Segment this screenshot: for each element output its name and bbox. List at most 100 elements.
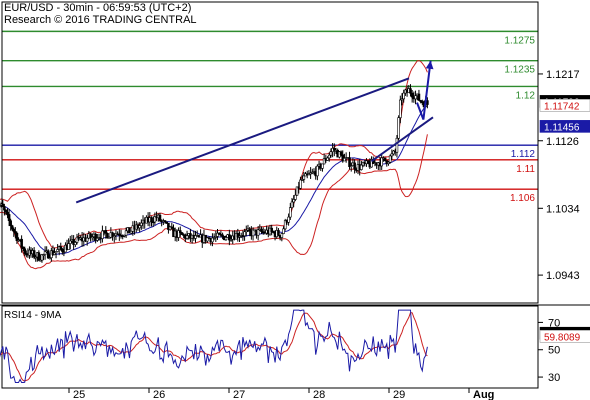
candle-body	[333, 147, 336, 151]
candle-body	[251, 229, 255, 237]
candle-body	[348, 157, 351, 167]
time-tick-label: Aug	[473, 389, 494, 400]
candle-body	[180, 232, 184, 235]
candle-body	[326, 157, 329, 161]
candle-body	[59, 246, 63, 250]
candle-body	[4, 209, 8, 213]
chart-copyright: Research © 2016 TRADING CENTRAL	[4, 14, 197, 26]
candle-body	[101, 230, 104, 239]
chart-title: EUR/USD - 30min - 06:59:53 (UTC+2)	[4, 2, 192, 14]
candle-body	[277, 230, 280, 236]
level-label: 1.106	[510, 193, 535, 204]
candle-body	[217, 232, 221, 235]
moving-average	[0, 103, 428, 256]
candle-body	[383, 157, 387, 162]
projection-arrow	[416, 60, 434, 120]
channel-upper-line	[75, 77, 410, 204]
candle-body	[414, 95, 417, 100]
candle-body	[85, 237, 89, 242]
candle-body	[283, 220, 287, 230]
candle-body	[236, 233, 240, 238]
candle-body	[20, 238, 23, 248]
candle-body	[321, 163, 324, 169]
candle-body	[106, 233, 109, 239]
candle-body	[206, 237, 209, 242]
candle-body	[248, 228, 251, 232]
level-label: 1.112	[511, 149, 536, 160]
candle-body	[299, 179, 302, 189]
time-tick-label: 26	[153, 389, 165, 400]
candle-body	[74, 242, 77, 245]
candle-body	[397, 117, 400, 139]
candle-body	[366, 160, 370, 164]
candle-body	[150, 217, 153, 223]
channel-lower-line	[370, 116, 434, 163]
bollinger-upper	[0, 60, 428, 249]
candle-body	[302, 175, 306, 180]
time-tick-label: 28	[313, 389, 325, 400]
candle-body	[244, 230, 248, 233]
candle-body	[43, 251, 47, 255]
candle-body	[7, 214, 11, 222]
rsi-tick-label: 50	[548, 345, 560, 357]
candle-body	[140, 222, 143, 226]
candle-body	[228, 234, 231, 241]
candle-body	[216, 232, 219, 237]
candle-body	[339, 151, 343, 156]
candle-body	[163, 220, 167, 223]
price-badge-label: 1.11456	[544, 122, 580, 133]
horizontal-levels: 1.1275 1.1235 1.12 1.112 1.11 1.106	[2, 30, 538, 204]
candle-body	[170, 226, 174, 229]
candle-body	[426, 100, 429, 105]
moving-average-line	[0, 103, 428, 256]
candle-body	[23, 248, 27, 254]
candle-body	[212, 237, 216, 239]
price-tick-label: 1.1034	[546, 203, 580, 215]
candle-body	[341, 154, 345, 162]
price-badge-label: 1.11742	[544, 101, 580, 112]
candle-body	[118, 233, 121, 236]
candle-body	[128, 227, 131, 234]
level-label: 1.1235	[504, 65, 535, 76]
candle-body	[287, 216, 290, 223]
candle-body	[214, 236, 218, 238]
price-badge	[539, 120, 590, 133]
rsi-title: RSI14 - 9MA	[4, 310, 62, 321]
candle-body	[417, 93, 421, 101]
candle-body	[282, 228, 285, 234]
candle-body	[224, 237, 228, 241]
candle-body	[388, 155, 392, 163]
candle-body	[380, 157, 383, 167]
time-tick-label: 27	[233, 389, 245, 400]
rsi-badge-label: 59.8089	[544, 332, 581, 343]
candle-body	[256, 229, 260, 236]
candle-body	[353, 162, 356, 170]
candle-body	[238, 236, 241, 238]
candle-body	[61, 248, 64, 252]
candle-body	[75, 236, 79, 243]
trend-channel	[75, 77, 434, 204]
candle-body	[39, 259, 42, 262]
candle-body	[295, 186, 299, 196]
candle-body	[112, 235, 116, 238]
candle-body	[409, 88, 412, 94]
candle-body	[270, 227, 273, 232]
candle-body	[395, 137, 399, 153]
candle-body	[229, 239, 233, 241]
candle-body	[14, 231, 17, 234]
candle-body	[421, 101, 424, 104]
price-tick-label: 1.0943	[546, 270, 580, 282]
candle-body	[37, 252, 41, 261]
candle-body	[177, 230, 180, 238]
candle-body	[94, 233, 97, 241]
price-tick-label: 1.1217	[546, 69, 580, 81]
level-label: 1.12	[516, 90, 536, 101]
candle-body	[280, 233, 284, 238]
projection-arrowhead	[425, 60, 434, 70]
candle-body	[111, 232, 114, 238]
candle-body	[21, 246, 25, 250]
candle-body	[90, 236, 94, 239]
candle-body	[107, 237, 111, 239]
